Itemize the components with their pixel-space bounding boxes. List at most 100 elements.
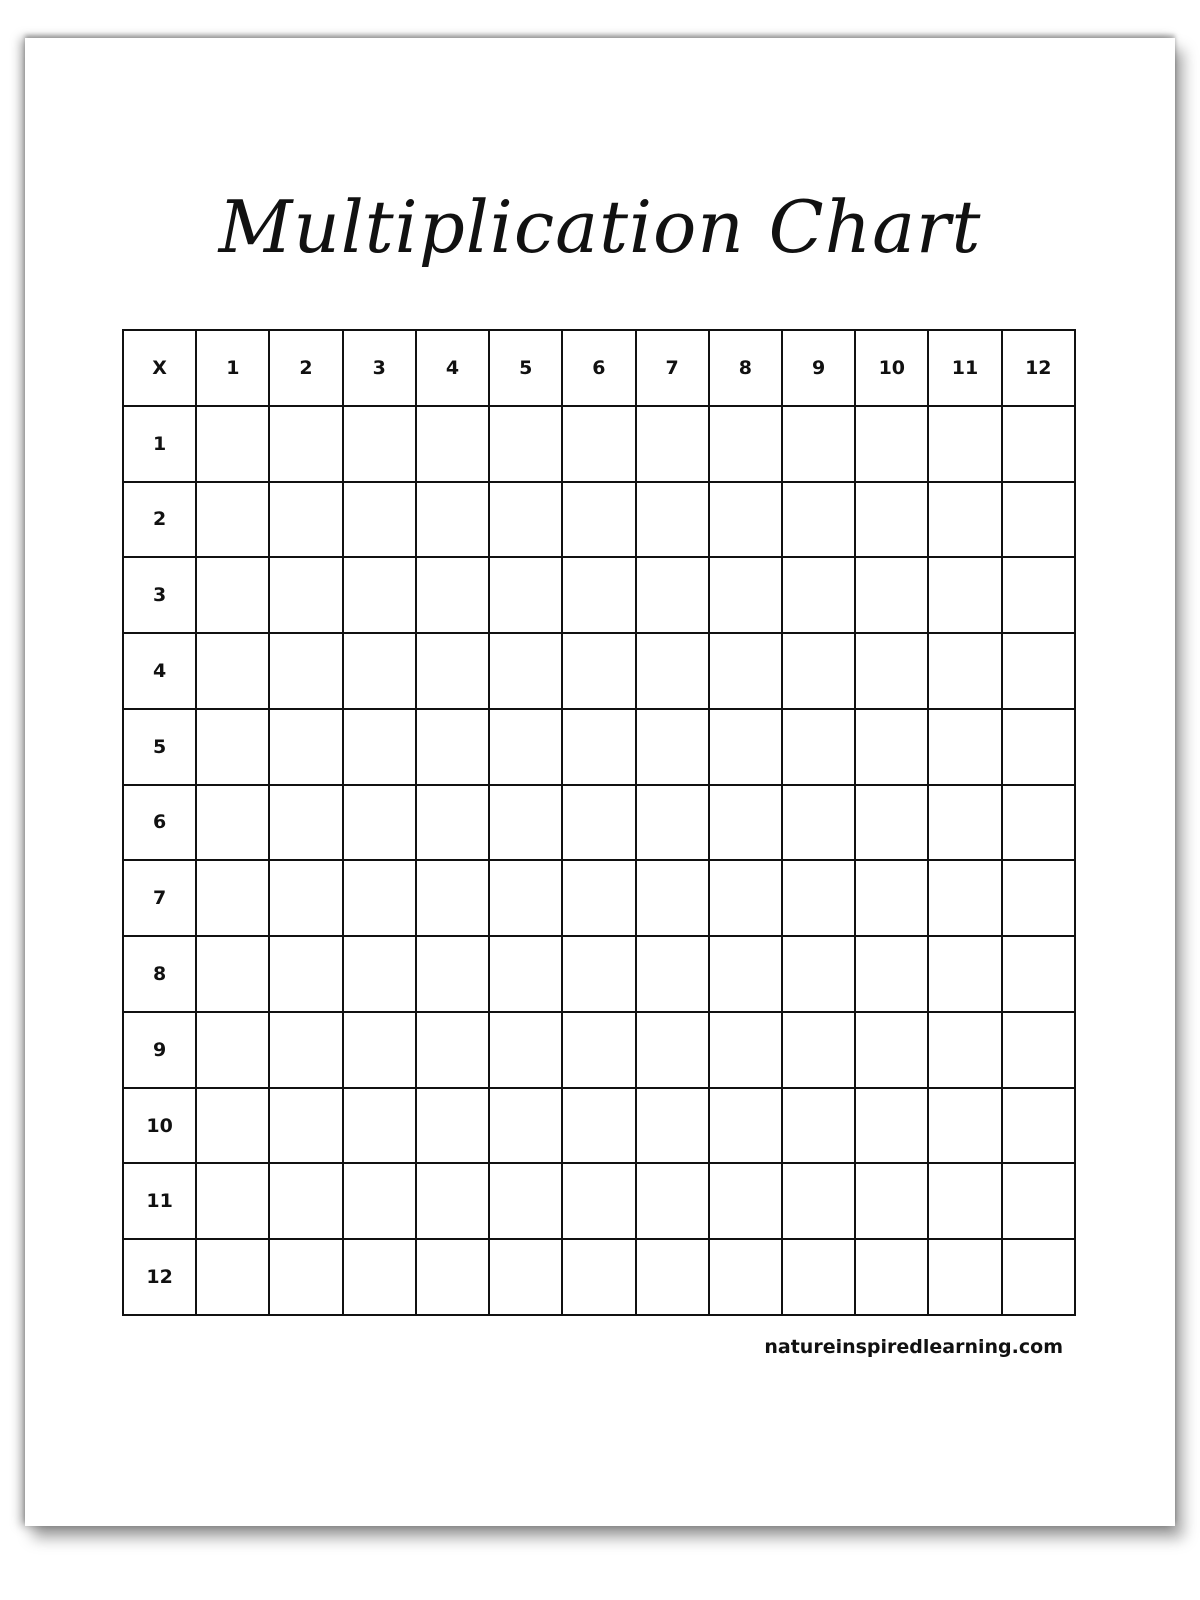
blank-cell <box>488 1162 564 1241</box>
blank-cell <box>854 1162 930 1241</box>
blank-cell <box>854 1086 930 1165</box>
blank-cell <box>488 480 564 559</box>
blank-cell <box>268 632 344 710</box>
blank-cell <box>561 1238 637 1316</box>
blank-cell <box>488 632 564 710</box>
blank-cell <box>414 1086 491 1165</box>
blank-cell <box>707 707 783 786</box>
blank-cell <box>927 480 1003 559</box>
table-row: 8 <box>121 935 1077 1013</box>
blank-cell <box>195 707 271 786</box>
blank-cell <box>634 556 710 635</box>
blank-cell <box>268 480 344 559</box>
blank-cell <box>854 632 930 710</box>
blank-cell <box>195 1162 271 1241</box>
column-header: 12 <box>1000 329 1077 407</box>
row-header: 4 <box>121 632 198 710</box>
multiplication-grid: X 1 2 3 4 5 6 7 8 9 10 11 12 1 2 3 4 5 6 7 8 9 10 11 12 <box>121 329 1077 1316</box>
blank-cell <box>341 859 417 938</box>
column-header: 3 <box>341 329 417 407</box>
blank-cell <box>561 404 637 483</box>
blank-cell <box>268 859 344 938</box>
blank-cell <box>927 1238 1003 1316</box>
row-header: 8 <box>121 935 198 1013</box>
blank-cell <box>707 859 783 938</box>
table-row: 11 <box>121 1162 1077 1241</box>
table-row: 6 <box>121 783 1077 862</box>
blank-cell <box>634 707 710 786</box>
blank-cell <box>927 1010 1003 1089</box>
blank-cell <box>927 556 1003 635</box>
blank-cell <box>488 707 564 786</box>
column-header: 5 <box>488 329 564 407</box>
blank-cell <box>854 480 930 559</box>
blank-cell <box>1000 404 1077 483</box>
blank-cell <box>780 859 857 938</box>
blank-cell <box>414 707 491 786</box>
column-header: 4 <box>414 329 491 407</box>
blank-cell <box>707 935 783 1013</box>
blank-cell <box>634 859 710 938</box>
corner-cell: X <box>121 329 198 407</box>
blank-cell <box>927 1162 1003 1241</box>
row-header: 2 <box>121 480 198 559</box>
blank-cell <box>488 1010 564 1089</box>
column-header: 2 <box>268 329 344 407</box>
blank-cell <box>780 1238 857 1316</box>
row-header: 7 <box>121 859 198 938</box>
header-row: X 1 2 3 4 5 6 7 8 9 10 11 12 <box>121 329 1077 407</box>
row-header: 10 <box>121 1086 198 1165</box>
blank-cell <box>414 1238 491 1316</box>
blank-cell <box>414 632 491 710</box>
blank-cell <box>707 1238 783 1316</box>
column-header: 10 <box>854 329 930 407</box>
blank-cell <box>195 783 271 862</box>
blank-cell <box>341 632 417 710</box>
blank-cell <box>561 1086 637 1165</box>
blank-cell <box>854 707 930 786</box>
blank-cell <box>195 1238 271 1316</box>
blank-cell <box>634 935 710 1013</box>
blank-cell <box>707 632 783 710</box>
blank-cell <box>927 859 1003 938</box>
blank-cell <box>780 556 857 635</box>
row-header: 12 <box>121 1238 198 1316</box>
blank-cell <box>195 1010 271 1089</box>
blank-cell <box>780 632 857 710</box>
blank-cell <box>1000 1086 1077 1165</box>
blank-cell <box>780 935 857 1013</box>
blank-cell <box>780 1010 857 1089</box>
blank-cell <box>341 783 417 862</box>
blank-cell <box>561 480 637 559</box>
blank-cell <box>561 783 637 862</box>
row-header: 11 <box>121 1162 198 1241</box>
blank-cell <box>414 480 491 559</box>
blank-cell <box>561 1010 637 1089</box>
blank-cell <box>488 556 564 635</box>
blank-cell <box>1000 480 1077 559</box>
blank-cell <box>195 480 271 559</box>
blank-cell <box>414 1010 491 1089</box>
blank-cell <box>341 404 417 483</box>
blank-cell <box>195 859 271 938</box>
blank-cell <box>854 1238 930 1316</box>
blank-cell <box>341 1010 417 1089</box>
blank-cell <box>561 632 637 710</box>
blank-cell <box>634 1086 710 1165</box>
blank-cell <box>780 480 857 559</box>
blank-cell <box>780 783 857 862</box>
table-row: 5 <box>121 707 1077 786</box>
column-header: 1 <box>195 329 271 407</box>
blank-cell <box>488 1238 564 1316</box>
blank-cell <box>414 783 491 862</box>
blank-cell <box>707 783 783 862</box>
blank-cell <box>634 404 710 483</box>
column-header: 7 <box>634 329 710 407</box>
blank-cell <box>268 1010 344 1089</box>
column-header: 11 <box>927 329 1003 407</box>
row-header: 5 <box>121 707 198 786</box>
blank-cell <box>488 783 564 862</box>
blank-cell <box>341 480 417 559</box>
blank-cell <box>634 1238 710 1316</box>
blank-cell <box>1000 632 1077 710</box>
